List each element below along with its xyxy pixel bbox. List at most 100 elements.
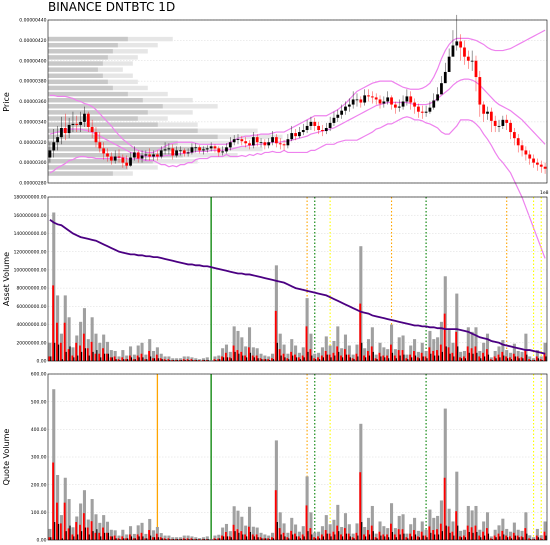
asset_volume-sell-bar [432,350,435,361]
asset_volume-buy-bar [92,351,94,361]
asset_volume-buy-bar [449,353,451,361]
quote_volume-sell-bar [52,462,55,540]
quote_volume-total-bar [524,512,528,540]
quote_volume-sell-bar [255,534,258,540]
asset_volume-sell-bar [332,352,335,361]
quote_volume-total-bar [117,535,121,540]
candle-body [290,133,294,140]
quote_volume-total-bar [125,534,129,540]
quote_volume-sell-bar [152,537,154,540]
quote_volume-total-bar [428,509,432,540]
asset_volume-total-bar [524,333,528,361]
candle-body [409,96,413,103]
candle-body [301,130,305,133]
price-tick-label: 0.00000280 [19,181,46,187]
asset_volume-buy-bar [307,351,309,361]
asset_volume-total-bar [478,350,482,361]
quote_volume-total-bar [366,517,371,540]
quote_volume-total-bar [439,500,443,540]
asset_volume-sell-bar [489,359,492,361]
candle-body [209,146,213,149]
candle-body [463,47,466,57]
candle-body [428,107,432,112]
quote_volume-sell-bar [328,533,331,540]
candle-body [156,154,159,157]
asset_volume-total-bar [332,340,336,361]
asset-volume-exponent: 1e8 [540,190,549,196]
asset_volume-total-bar [125,355,129,361]
quote_volume-buy-bar [418,537,420,540]
candle-body [474,60,478,78]
asset_volume-buy-bar [541,360,543,361]
asset_volume-buy-bar [134,359,136,361]
quote_volume-sell-bar [489,538,492,540]
candle-body [524,150,528,155]
quote_volume-tick-label: 100.00 [31,510,47,516]
quote_volume-buy-bar [50,537,52,540]
quote_volume-buy-bar [441,531,443,540]
quote_volume-total-bar [520,530,524,540]
quote_volume-total-bar [489,536,493,540]
quote_volume-buy-bar [261,538,263,540]
price-tick-label: 0.00000420 [19,38,46,44]
quote_volume-buy-bar [207,539,209,540]
candle-body [536,162,539,165]
asset_volume-sell-bar [328,354,331,361]
quote_volume-sell-bar [313,537,316,540]
asset_volume-sell-bar [443,313,446,361]
asset_volume-sell-bar [171,360,174,361]
quote_volume-total-bar [255,527,259,540]
quote_volume-buy-bar [326,533,328,540]
quote_volume-sell-bar [359,472,362,540]
candle-body [282,144,286,146]
candle-body [298,132,301,137]
asset_volume-total-bar [94,333,98,361]
asset_volume-buy-bar [100,357,102,361]
candle-body [175,150,178,156]
asset_volume-buy-bar [115,359,117,361]
volume-profile-bar-dark [48,159,153,164]
quote_volume-buy-bar [368,534,371,540]
candle-body [309,121,313,126]
asset_volume-sell-bar [278,349,281,361]
asset_volume-buy-bar [130,357,133,361]
asset_volume-sell-bar [386,355,389,361]
candle-body [374,97,378,100]
asset_volume-buy-bar [50,356,52,361]
asset_volume-total-bar [198,359,202,361]
asset_volume-sell-bar [297,357,300,361]
asset_volume-sell-bar [336,346,339,361]
asset_volume-total-bar [466,327,470,361]
asset_volume-buy-bar [487,354,490,361]
asset_volume-total-bar [201,358,205,361]
asset_volume-total-bar [516,350,520,361]
price-tick-label: 0.00000380 [19,79,46,85]
quote_volume-sell-bar [532,539,534,540]
asset_volume-buy-bar [173,360,175,361]
asset_volume-total-bar [236,330,240,361]
quote_volume-sell-bar [428,526,431,540]
quote_volume-total-bar [351,533,355,540]
asset_volume-buy-bar [176,360,179,361]
quote_volume-buy-bar [119,539,121,540]
quote_volume-buy-bar [192,539,194,540]
quote_volume-buy-bar [303,536,305,540]
quote_volume-sell-bar [274,490,277,540]
quote_volume-sell-bar [163,538,166,540]
quote_volume-tick-label: 200.00 [31,482,47,488]
asset_volume-sell-bar [405,358,408,361]
quote_volume-sell-bar [462,535,465,540]
quote_volume-total-bar [201,537,205,540]
quote_volume-buy-bar [65,531,67,540]
quote_volume-sell-bar [117,538,120,540]
price-tick-label: 0.00000320 [19,140,46,146]
quote_volume-sell-bar [263,538,266,540]
quote_volume-total-bar [413,517,417,540]
asset_volume-total-bar [178,358,182,361]
asset_volume-total-bar [347,345,351,361]
quote_volume-buy-bar [384,536,386,540]
candle-body [543,166,547,169]
candle-body [340,110,344,115]
asset_volume-sell-bar [466,346,469,361]
quote_volume-total-bar [109,529,113,540]
